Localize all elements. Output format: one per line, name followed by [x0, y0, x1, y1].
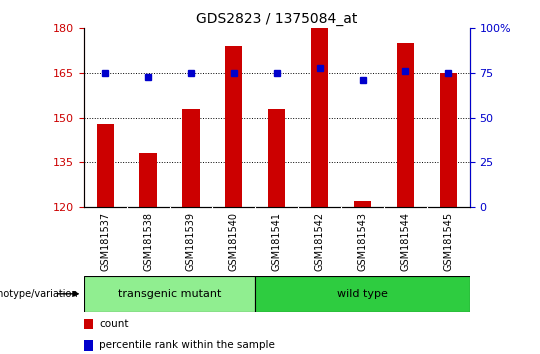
Bar — [255, 276, 470, 312]
Bar — [397, 43, 414, 207]
Text: genotype/variation: genotype/variation — [0, 289, 78, 299]
Text: GSM181538: GSM181538 — [143, 212, 153, 271]
Bar — [440, 73, 457, 207]
Bar — [183, 109, 200, 207]
Text: GSM181539: GSM181539 — [186, 212, 196, 271]
Bar — [311, 28, 328, 207]
Bar — [97, 124, 114, 207]
Text: GSM181537: GSM181537 — [100, 212, 110, 271]
Text: wild type: wild type — [337, 289, 388, 299]
Bar — [354, 201, 371, 207]
Text: count: count — [99, 319, 129, 329]
Bar — [84, 340, 93, 351]
Bar — [84, 319, 93, 330]
Text: GSM181540: GSM181540 — [229, 212, 239, 271]
Text: GSM181541: GSM181541 — [272, 212, 282, 271]
Bar — [139, 153, 157, 207]
Text: GSM181542: GSM181542 — [315, 212, 325, 271]
Text: transgenic mutant: transgenic mutant — [118, 289, 221, 299]
Bar — [268, 109, 285, 207]
Text: GSM181544: GSM181544 — [401, 212, 410, 271]
Text: GSM181543: GSM181543 — [357, 212, 368, 271]
Bar — [84, 276, 255, 312]
Text: GSM181545: GSM181545 — [443, 212, 454, 271]
Text: percentile rank within the sample: percentile rank within the sample — [99, 341, 275, 350]
Bar — [225, 46, 242, 207]
Title: GDS2823 / 1375084_at: GDS2823 / 1375084_at — [196, 12, 357, 26]
